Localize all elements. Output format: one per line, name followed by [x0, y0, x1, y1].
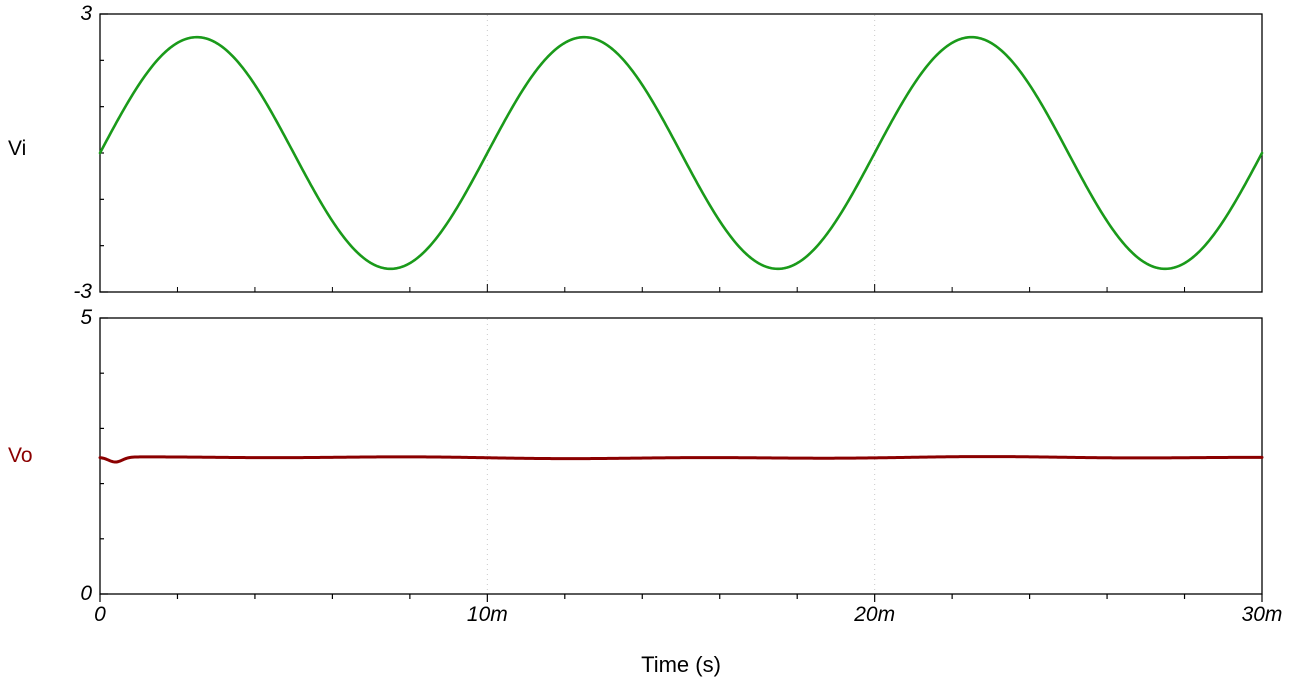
vi-curve-label: Vi	[8, 137, 27, 160]
vi-curve	[98, 35, 1264, 271]
x-axis-title: Time (s)	[641, 652, 721, 677]
vo-curve-label: Vo	[8, 444, 33, 467]
panel-frame	[99, 317, 1263, 595]
vo-curve	[98, 455, 1264, 464]
